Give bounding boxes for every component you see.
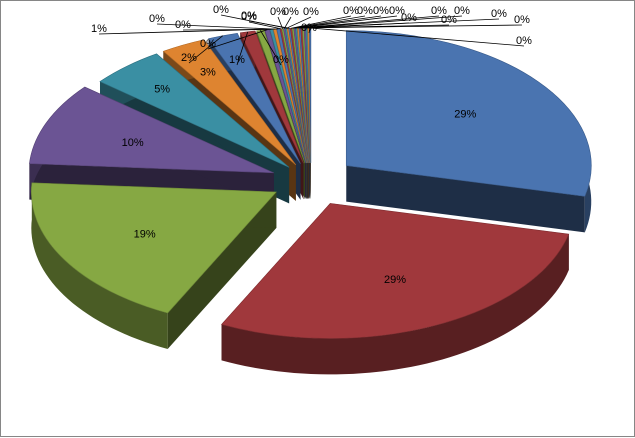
data-label-30: 0%: [301, 22, 317, 34]
data-label-26: 0%: [454, 5, 470, 17]
leader-line-22: [296, 15, 398, 29]
data-label-14: 0%: [270, 6, 286, 18]
data-label-25: 0%: [441, 14, 457, 26]
pie-slice-wall: [346, 165, 585, 233]
pie-slice-3: [29, 86, 274, 174]
data-label-3: 10%: [122, 137, 144, 149]
data-label-29: 0%: [516, 35, 532, 47]
pie-slice-wall: [167, 191, 277, 349]
data-label-7: 1%: [229, 54, 245, 66]
data-label-20: 0%: [357, 5, 373, 17]
data-label-13: 0%: [241, 11, 257, 23]
data-label-22: 0%: [389, 5, 405, 17]
data-label-27: 0%: [491, 8, 507, 20]
leader-line-28: [306, 24, 523, 29]
leader-line-12: [98, 28, 279, 35]
data-label-15: 0%: [283, 6, 299, 18]
data-label-28: 0%: [514, 14, 530, 26]
pie-slice-8: [256, 29, 306, 164]
data-label-5: 3%: [200, 66, 216, 78]
data-label-23: 0%: [401, 12, 417, 24]
data-label-2: 19%: [134, 229, 156, 241]
data-label-4: 5%: [154, 84, 170, 96]
data-label-16: 0%: [303, 6, 319, 18]
leader-line-16: [285, 16, 312, 29]
data-label-24: 0%: [431, 5, 447, 17]
leader-line-13: [248, 21, 281, 30]
data-label-18: 0%: [241, 10, 257, 22]
leader-line-11: [156, 23, 275, 30]
leader-line-6: [188, 35, 224, 64]
pie-slice-5: [162, 39, 297, 166]
pie-slice-2: [31, 182, 277, 314]
data-label-12: 1%: [91, 23, 107, 35]
leader-line-20: [292, 15, 366, 29]
leader-line-24: [299, 15, 440, 29]
pie-slice-0: [345, 30, 592, 197]
leader-line-9: [207, 29, 268, 50]
data-label-19: 0%: [343, 5, 359, 17]
data-label-8: 0%: [273, 54, 289, 66]
data-label-17: 0%: [213, 4, 229, 16]
data-label-6: 2%: [181, 52, 197, 64]
leader-line-8: [260, 30, 282, 66]
leader-line-7: [236, 31, 249, 66]
data-label-10: 0%: [175, 19, 191, 31]
pie-slice-1: [221, 203, 570, 339]
data-label-1: 29%: [384, 274, 406, 286]
data-label-21: 0%: [373, 5, 389, 17]
leader-line-21: [294, 15, 382, 29]
data-label-9: 0%: [200, 38, 216, 50]
leader-line-19: [291, 15, 352, 29]
leader-line-29: [308, 27, 525, 47]
pie-slice-side: [31, 182, 168, 349]
leader-line-30: [308, 27, 311, 34]
data-label-11: 0%: [149, 13, 165, 25]
leader-line-27: [304, 18, 500, 29]
leader-line-18: [248, 20, 290, 29]
pie-slice-side: [221, 234, 569, 375]
pie-slice-4: [99, 53, 290, 168]
data-label-0: 29%: [454, 109, 476, 121]
leader-line-26: [303, 15, 463, 29]
leader-line-15: [283, 16, 292, 29]
